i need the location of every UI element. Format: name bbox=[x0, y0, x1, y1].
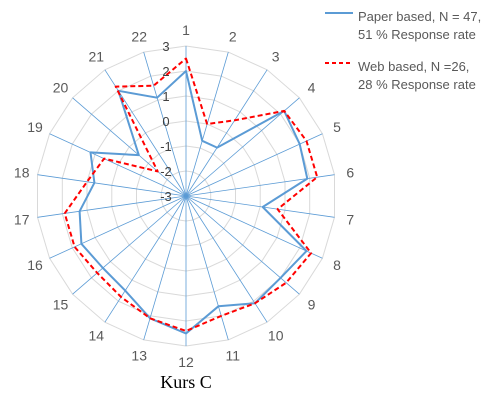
legend-item-web-based: Web based, N =26, 28 % Response rate bbox=[325, 58, 483, 94]
radial-tick--1: -1 bbox=[160, 139, 172, 154]
category-label-19: 19 bbox=[27, 119, 43, 135]
category-label-22: 22 bbox=[131, 29, 147, 45]
axis-spoke-16 bbox=[49, 195, 187, 259]
chart-legend: Paper based, N = 47, 51 % Response rate … bbox=[325, 8, 483, 108]
category-label-12: 12 bbox=[178, 354, 194, 370]
category-label-18: 18 bbox=[14, 164, 30, 180]
radial-tick-0: 0 bbox=[162, 114, 169, 129]
axis-spoke-20 bbox=[72, 97, 187, 197]
radial-tick-labels: -3 -2 -1 0 1 2 3 bbox=[160, 39, 172, 204]
axis-spoke-17 bbox=[37, 195, 187, 218]
series-line-paper-based bbox=[78, 70, 309, 335]
radial-tick-2: 2 bbox=[162, 64, 169, 79]
category-label-9: 9 bbox=[308, 297, 316, 313]
category-label-20: 20 bbox=[53, 79, 69, 95]
axis-spoke-6 bbox=[185, 174, 335, 197]
axis-spoke-7 bbox=[185, 195, 335, 218]
radar-grid bbox=[37, 45, 335, 347]
category-label-17: 17 bbox=[14, 212, 30, 228]
legend-swatch-paper-based bbox=[325, 12, 353, 14]
radial-tick-1: 1 bbox=[162, 89, 169, 104]
category-label-7: 7 bbox=[346, 212, 354, 228]
axis-spoke-9 bbox=[185, 195, 300, 295]
legend-label-paper-line1: Paper based, N = 47, bbox=[358, 9, 482, 24]
radial-tick-3: 3 bbox=[162, 39, 169, 54]
axis-spoke-4 bbox=[185, 97, 300, 197]
legend-label-web-line1: Web based, N =26, bbox=[358, 59, 470, 74]
axis-spoke-8 bbox=[185, 195, 323, 259]
axis-spoke-3 bbox=[185, 69, 268, 197]
axis-spoke-15 bbox=[72, 195, 187, 295]
category-label-2: 2 bbox=[229, 29, 237, 45]
chart-title: Kurs C bbox=[160, 372, 212, 392]
category-label-10: 10 bbox=[268, 328, 284, 344]
series-line-web-based bbox=[63, 57, 319, 332]
category-label-13: 13 bbox=[131, 347, 147, 363]
category-label-3: 3 bbox=[272, 48, 280, 64]
legend-label-paper-line2: 51 % Response rate bbox=[358, 27, 476, 42]
legend-item-paper-based: Paper based, N = 47, 51 % Response rate bbox=[325, 8, 483, 44]
data-series bbox=[63, 57, 319, 335]
category-label-21: 21 bbox=[89, 48, 105, 64]
category-label-16: 16 bbox=[27, 257, 43, 273]
category-label-11: 11 bbox=[226, 347, 241, 363]
legend-label-web-line2: 28 % Response rate bbox=[358, 77, 476, 92]
axis-spoke-19 bbox=[49, 133, 187, 197]
radial-tick--3: -3 bbox=[160, 189, 172, 204]
category-label-1: 1 bbox=[182, 22, 190, 38]
category-label-4: 4 bbox=[308, 79, 316, 95]
category-label-6: 6 bbox=[346, 164, 354, 180]
axis-spoke-10 bbox=[185, 195, 268, 323]
category-label-8: 8 bbox=[333, 257, 341, 273]
axis-spoke-13 bbox=[143, 195, 187, 341]
legend-swatch-web-based bbox=[325, 62, 353, 64]
category-label-15: 15 bbox=[53, 297, 69, 313]
axis-spoke-22 bbox=[143, 51, 187, 197]
category-label-14: 14 bbox=[89, 328, 105, 344]
category-label-5: 5 bbox=[333, 119, 341, 135]
axis-spoke-14 bbox=[104, 195, 187, 323]
radial-tick--2: -2 bbox=[160, 164, 172, 179]
axis-spoke-18 bbox=[37, 174, 187, 197]
